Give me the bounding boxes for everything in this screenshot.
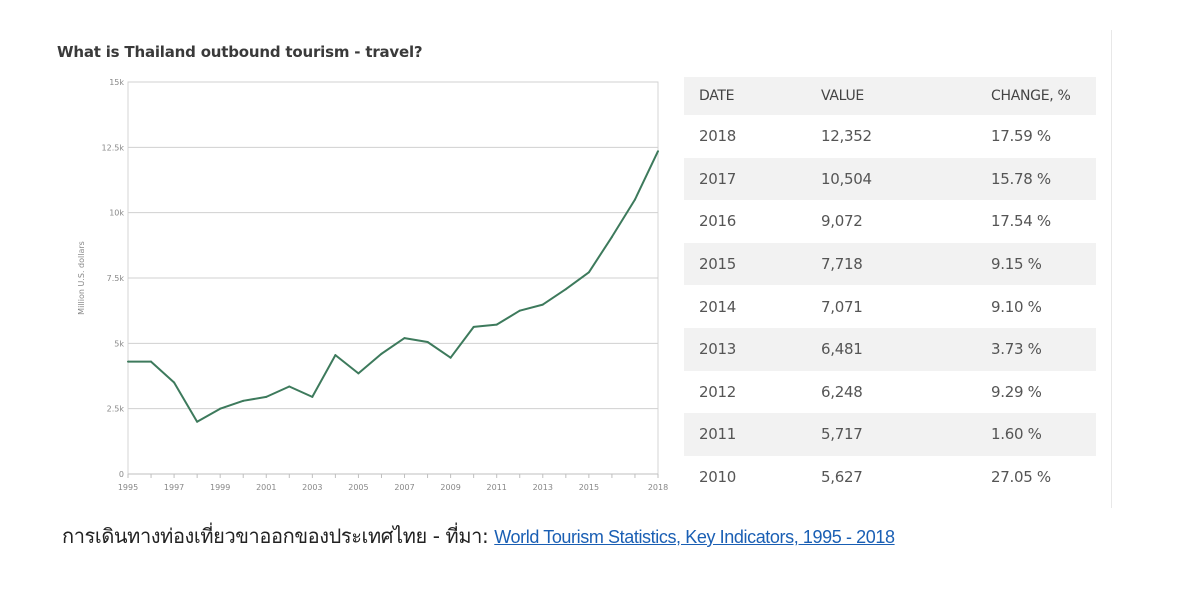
x-tick-label: 2015 bbox=[579, 483, 599, 492]
header-date: DATE bbox=[684, 77, 821, 115]
cell-value: 7,718 bbox=[821, 242, 991, 286]
cell-value: 5,627 bbox=[821, 468, 863, 487]
chart-title: What is Thailand outbound tourism - trav… bbox=[57, 43, 423, 61]
data-point bbox=[311, 395, 314, 398]
data-point bbox=[242, 399, 245, 402]
data-point bbox=[449, 356, 452, 359]
data-point bbox=[288, 385, 291, 388]
table-row: 2014 7,071 9.10 % bbox=[684, 285, 1096, 328]
table-row: 2010 5,627 27.05 % bbox=[684, 456, 1096, 499]
y-tick-label: 10k bbox=[109, 209, 124, 218]
data-point bbox=[357, 372, 360, 375]
data-point bbox=[472, 325, 475, 328]
chart-svg: Million U.S. dollars 0 2.5k 5k 7.5k 10k 12.5k… bbox=[77, 78, 668, 492]
y-tick-label: 7.5k bbox=[107, 274, 125, 283]
data-point bbox=[173, 381, 176, 384]
cell-change: 9.29 % bbox=[991, 382, 1042, 401]
data-point bbox=[219, 407, 222, 410]
table-row: 2016 9,072 17.54 % bbox=[684, 200, 1096, 243]
data-point bbox=[403, 337, 406, 340]
data-point bbox=[633, 198, 636, 201]
x-tick-label: 2007 bbox=[394, 483, 414, 492]
data-point bbox=[150, 360, 153, 363]
x-tick-label: 2003 bbox=[302, 483, 322, 492]
y-tick-label: 15k bbox=[109, 78, 124, 87]
cell-date: 2018 bbox=[699, 127, 736, 146]
x-tick-label: 2005 bbox=[348, 483, 368, 492]
series-line bbox=[128, 150, 659, 423]
y-tick-label: 2.5k bbox=[107, 405, 125, 414]
x-tick-label: 2018 bbox=[648, 483, 668, 492]
data-point bbox=[564, 288, 567, 291]
data-point bbox=[265, 395, 268, 398]
data-point bbox=[518, 309, 521, 312]
cell-value: 9,072 bbox=[821, 212, 863, 231]
y-axis-label: Million U.S. dollars bbox=[77, 241, 86, 315]
cell-change: 1.60 % bbox=[991, 413, 1096, 456]
cell-date: 2011 bbox=[684, 413, 821, 456]
data-point bbox=[380, 352, 383, 355]
x-tick-label: 1995 bbox=[118, 483, 138, 492]
table-row: 2015 7,718 9.15 % bbox=[684, 242, 1096, 286]
data-point bbox=[196, 420, 199, 423]
x-tick-label: 2009 bbox=[440, 483, 460, 492]
header-change: CHANGE, % bbox=[991, 77, 1096, 115]
cell-change: 27.05 % bbox=[991, 468, 1051, 487]
table-row: 2018 12,352 17.59 % bbox=[684, 115, 1096, 158]
x-tick-label: 1999 bbox=[210, 483, 230, 492]
header-value: VALUE bbox=[821, 77, 991, 115]
table-header-row: DATE VALUE CHANGE, % bbox=[684, 77, 1096, 115]
cell-change: 17.59 % bbox=[991, 127, 1051, 146]
cell-date: 2017 bbox=[684, 157, 821, 201]
data-point bbox=[495, 323, 498, 326]
cell-value: 6,248 bbox=[821, 382, 863, 401]
cell-change: 15.78 % bbox=[991, 157, 1096, 201]
x-tick-label: 1997 bbox=[164, 483, 184, 492]
cell-value: 6,481 bbox=[821, 327, 991, 371]
cell-date: 2016 bbox=[699, 212, 736, 231]
figure-caption: การเดินทางท่องเที่ยวขาออกของประเทศไทย - … bbox=[62, 520, 895, 552]
cell-change: 9.10 % bbox=[991, 297, 1042, 316]
data-point bbox=[657, 150, 659, 153]
divider bbox=[1111, 30, 1112, 508]
x-tick-label: 2013 bbox=[533, 483, 553, 492]
cell-date: 2012 bbox=[699, 382, 736, 401]
y-tick-label: 5k bbox=[114, 339, 124, 348]
cell-change: 9.15 % bbox=[991, 242, 1096, 286]
table-row: 2012 6,248 9.29 % bbox=[684, 371, 1096, 414]
cell-date: 2010 bbox=[699, 468, 736, 487]
y-tick-label: 0 bbox=[119, 470, 124, 479]
table-row: 2017 10,504 15.78 % bbox=[684, 157, 1096, 201]
data-point bbox=[587, 271, 590, 274]
x-tick-label: 2001 bbox=[256, 483, 276, 492]
cell-date: 2014 bbox=[699, 297, 736, 316]
cell-value: 12,352 bbox=[821, 127, 872, 146]
table-row: 2011 5,717 1.60 % bbox=[684, 413, 1096, 456]
data-point bbox=[610, 235, 613, 238]
data-point bbox=[426, 341, 429, 344]
data-point bbox=[334, 354, 337, 357]
data-point bbox=[127, 360, 129, 363]
cell-value: 5,717 bbox=[821, 413, 991, 456]
cell-value: 10,504 bbox=[821, 157, 991, 201]
line-chart: Million U.S. dollars 0 2.5k 5k 7.5k 10k 12.5k… bbox=[70, 70, 670, 500]
x-tick-label: 2011 bbox=[487, 483, 507, 492]
table-row: 2013 6,481 3.73 % bbox=[684, 327, 1096, 371]
cell-value: 7,071 bbox=[821, 297, 863, 316]
cell-date: 2015 bbox=[684, 242, 821, 286]
data-table: DATE VALUE CHANGE, % 2018 12,352 17.59 %… bbox=[684, 77, 1096, 498]
cell-change: 17.54 % bbox=[991, 212, 1051, 231]
cell-date: 2013 bbox=[684, 327, 821, 371]
cell-change: 3.73 % bbox=[991, 327, 1096, 371]
caption-text: การเดินทางท่องเที่ยวขาออกของประเทศไทย - … bbox=[62, 524, 495, 548]
source-link[interactable]: World Tourism Statistics, Key Indicators… bbox=[494, 527, 895, 547]
y-tick-label: 12.5k bbox=[102, 143, 125, 152]
data-point bbox=[541, 303, 544, 306]
